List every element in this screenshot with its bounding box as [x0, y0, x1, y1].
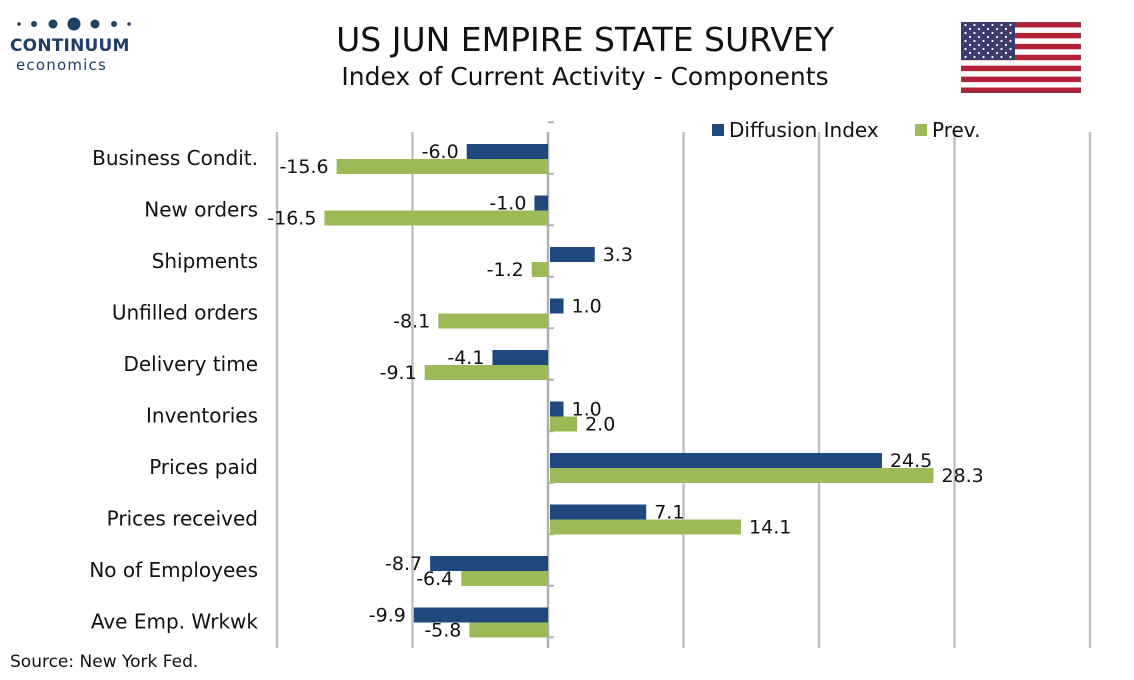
source-note: Source: New York Fed. — [10, 652, 199, 672]
bar-current — [550, 247, 595, 262]
logo-name: CONTINUUM — [10, 36, 130, 56]
data-label: 28.3 — [941, 465, 983, 487]
bar-prev — [438, 313, 548, 329]
category-label: No of Employees — [89, 558, 258, 582]
bar-current — [550, 298, 564, 314]
bars — [324, 144, 934, 638]
data-label: 1.0 — [572, 399, 602, 421]
chart-title: US JUN EMPIRE STATE SURVEY — [336, 20, 834, 59]
data-label: -8.1 — [393, 311, 430, 333]
category-label: New orders — [144, 198, 258, 222]
data-label: 7.1 — [654, 502, 684, 524]
category-label: Shipments — [152, 249, 258, 273]
category-label: Unfilled orders — [112, 301, 258, 325]
data-label: -9.9 — [369, 605, 406, 627]
bar-current — [550, 504, 647, 520]
legend-entry: Diffusion Index — [729, 118, 879, 142]
data-label: -1.0 — [489, 193, 526, 215]
data-label: 1.0 — [572, 296, 602, 318]
bar-current — [430, 556, 548, 571]
bar-current — [492, 350, 548, 365]
logo-dots-icon — [17, 17, 131, 31]
bar-prev — [550, 468, 934, 483]
data-label: -1.2 — [487, 259, 524, 281]
bar-prev — [461, 571, 548, 586]
data-label: 2.0 — [585, 414, 615, 436]
category-label: Ave Emp. Wrkwk — [91, 610, 259, 634]
chart-subtitle: Index of Current Activity - Components — [341, 62, 829, 91]
bar-prev — [336, 159, 548, 174]
category-label: Inventories — [146, 404, 258, 428]
bar-current — [534, 195, 548, 211]
category-label: Delivery time — [123, 352, 258, 376]
logo-subtitle: economics — [16, 56, 107, 74]
bar-current — [466, 144, 548, 159]
category-label: Business Condit. — [92, 146, 258, 170]
bar-prev — [531, 262, 548, 277]
bar-prev — [550, 519, 742, 535]
company-logo: CONTINUUM economics — [10, 14, 140, 76]
legend: Diffusion Index Prev. — [712, 118, 980, 142]
bar-current — [550, 401, 564, 417]
legend-swatch — [915, 124, 927, 136]
data-label: -16.5 — [267, 208, 316, 230]
data-label: -15.6 — [279, 156, 328, 178]
legend-entry: Prev. — [932, 118, 980, 142]
data-label: -4.1 — [447, 347, 484, 369]
data-label: -5.8 — [424, 620, 461, 642]
category-label: Prices paid — [149, 455, 258, 479]
bar-prev — [550, 416, 578, 432]
labels: Business Condit. -6.0 -15.6 New orders -1.0 -… — [89, 141, 983, 642]
bar-current — [550, 453, 882, 468]
bar-prev — [469, 622, 548, 638]
data-label: -9.1 — [380, 362, 417, 384]
bar-current — [413, 607, 548, 623]
data-label: -6.4 — [416, 568, 453, 590]
bar-prev — [424, 365, 548, 380]
category-label: Prices received — [107, 507, 258, 531]
us-flag-icon — [961, 22, 1081, 93]
data-label: -6.0 — [422, 141, 459, 163]
bar-prev — [324, 210, 548, 226]
legend-swatch — [712, 124, 724, 136]
data-label: -8.7 — [385, 553, 422, 575]
data-label: 14.1 — [749, 517, 791, 539]
data-label: 3.3 — [603, 244, 633, 266]
data-label: 24.5 — [890, 450, 932, 472]
